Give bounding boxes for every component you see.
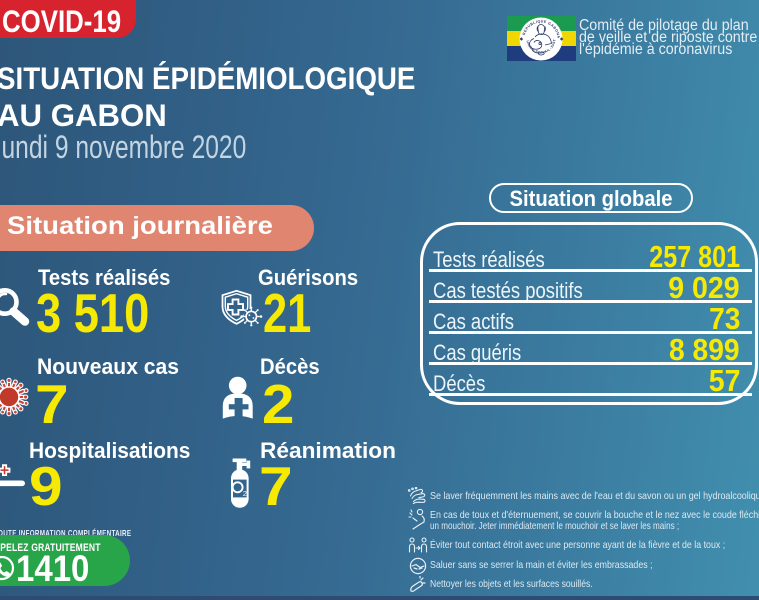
svg-text:2: 2 [243,489,247,498]
